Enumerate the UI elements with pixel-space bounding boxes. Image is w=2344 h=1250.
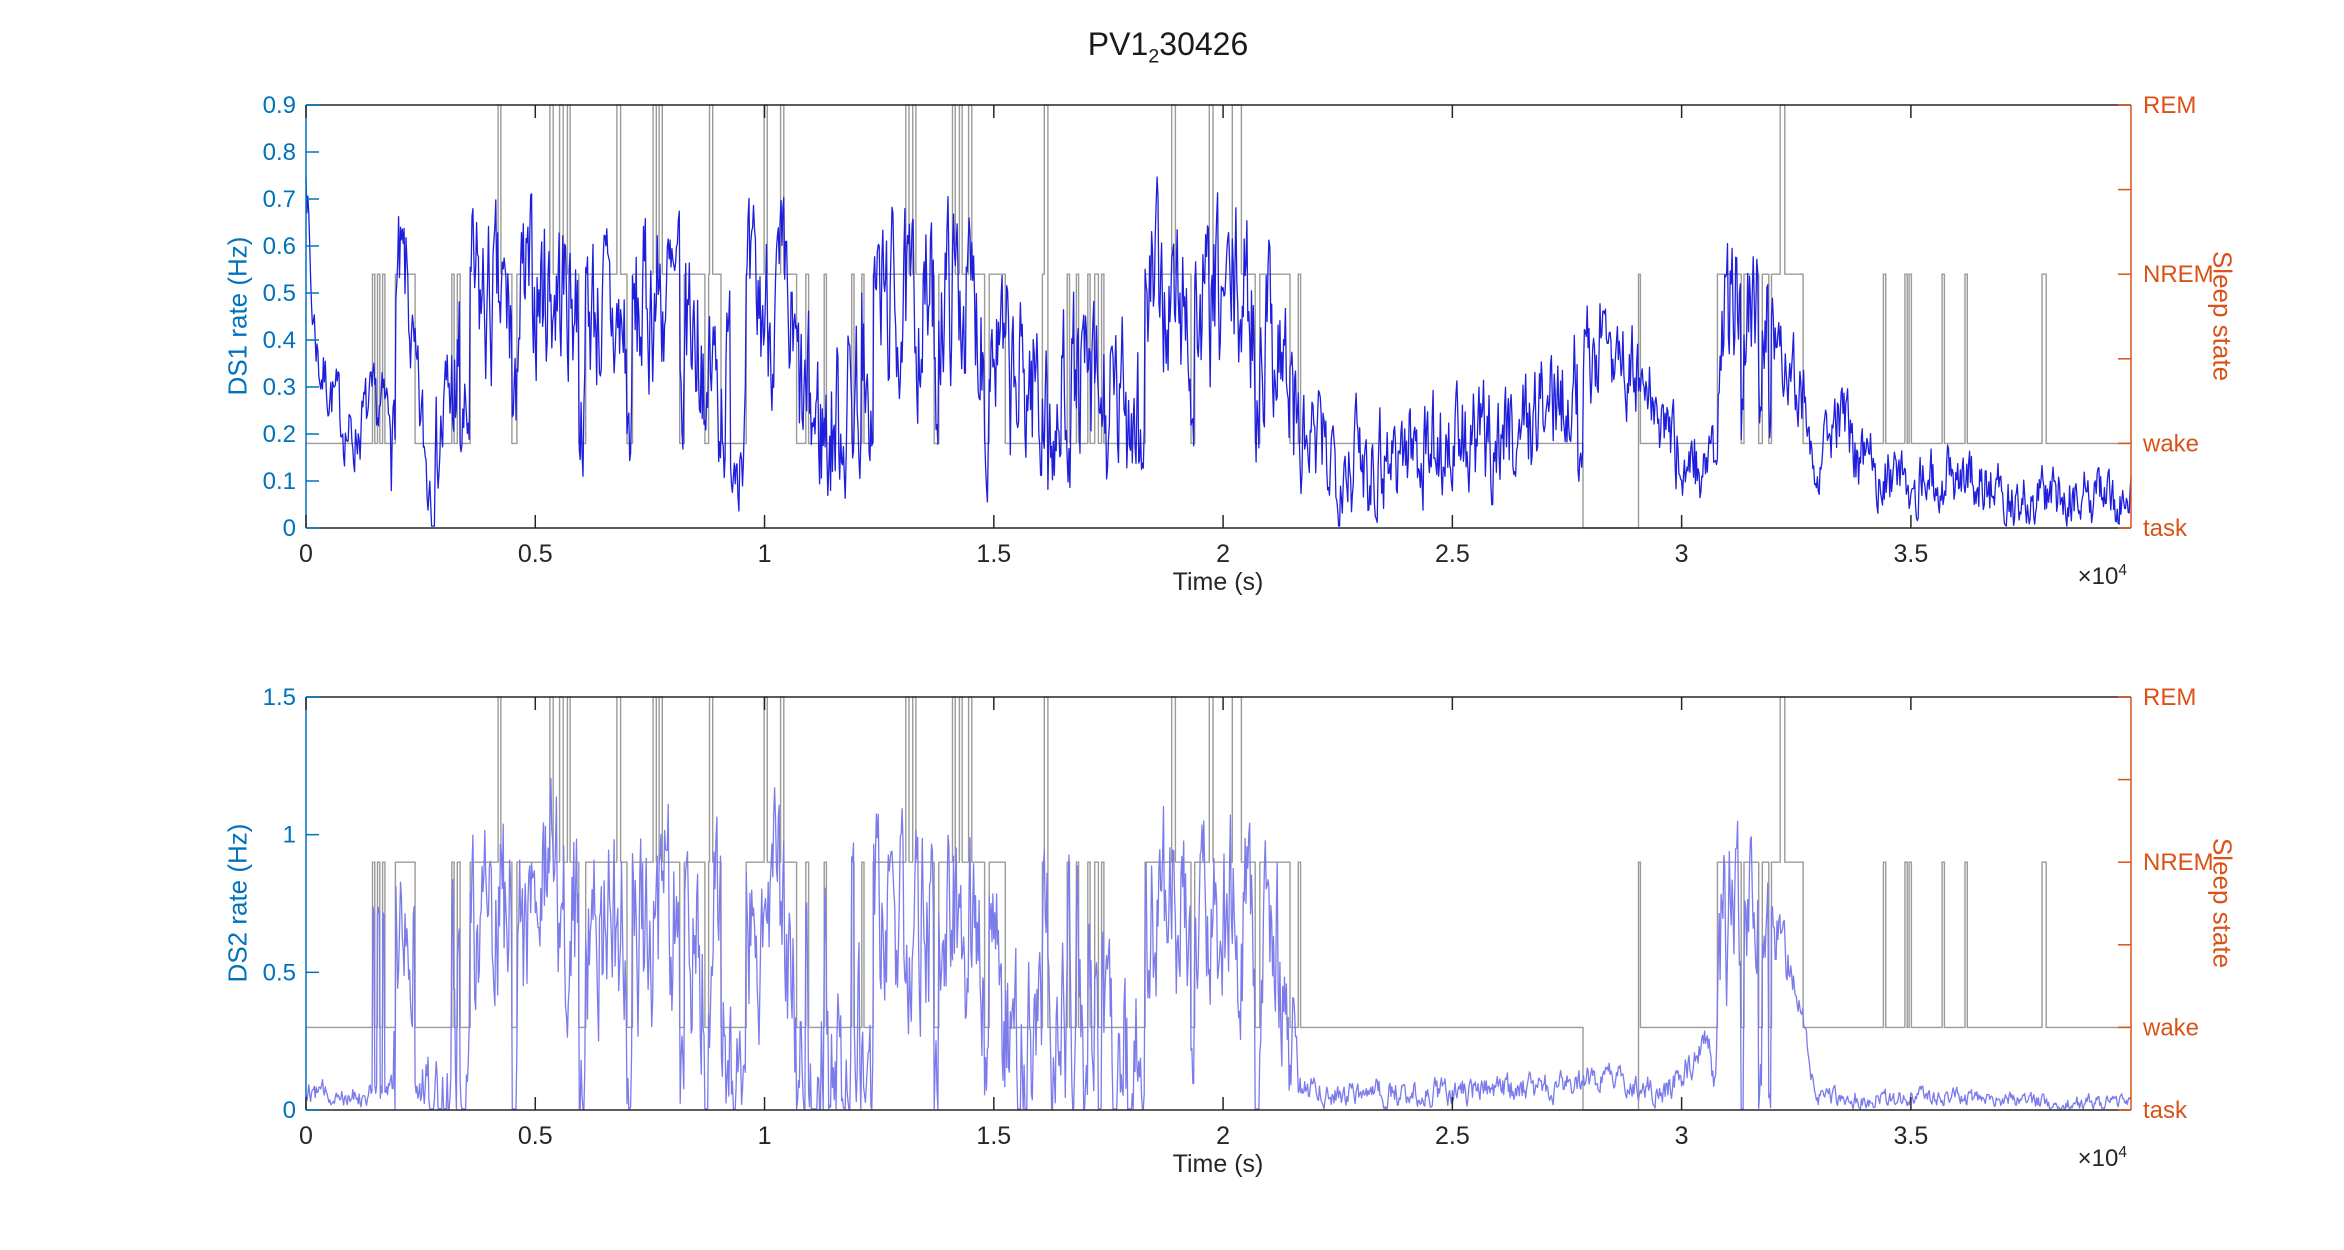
x-tick-label: 3.5	[1894, 1122, 1929, 1150]
ds1-sleep-state-axis-label: Sleep state	[2207, 250, 2238, 382]
ds1-rate-trace	[305, 176, 2132, 527]
exponent-base: ×10	[2077, 563, 2119, 590]
y-tick-label: 0.1	[263, 468, 296, 495]
x-tick-label: 0	[299, 540, 313, 568]
sleep-state-tick-label: NREM	[2143, 849, 2214, 876]
title-prefix: PV1	[1087, 26, 1149, 62]
x-tick-label: 1.5	[976, 1122, 1011, 1150]
y-tick-label: 0	[283, 515, 296, 542]
exponent-power: 4	[2118, 1144, 2127, 1161]
sleep-state-tick-label: NREM	[2143, 261, 2214, 288]
ds1-xlabel: Time (s)	[1172, 568, 1264, 596]
x-tick-label: 0	[299, 1122, 313, 1150]
x-tick-label: 2	[1216, 540, 1230, 568]
y-tick-label: 0	[283, 1097, 296, 1124]
ds2-ylabel: DS2 rate (Hz)	[222, 823, 253, 983]
exponent-base: ×10	[2077, 1145, 2119, 1172]
sleep-state-tick-label: REM	[2143, 92, 2196, 119]
ds1-ylabel: DS1 rate (Hz)	[222, 236, 253, 396]
x-tick-label: 2.5	[1435, 1122, 1470, 1150]
y-tick-label: 0.5	[263, 280, 296, 307]
x-tick-label: 0.5	[518, 540, 553, 568]
ds2-axes: 0 0.5 1 1.5 2 2.5 3 3.5 0 0.5 1 1.5 task wake NREM REM	[263, 684, 2214, 1150]
figure-title: PV1230426	[1088, 26, 1249, 68]
ds2-x-exponent: ×104	[2078, 1144, 2127, 1173]
sleep-state-tick-label: wake	[2142, 430, 2199, 457]
ds2-hypnogram-line	[306, 696, 2131, 1111]
y-tick-label: 0.9	[263, 92, 296, 119]
sleep-state-tick-label: REM	[2143, 684, 2196, 711]
ds1-plot: 0 0.5 1 1.5 2 2.5 3 3.5 0 0.1 0.2 0.3 0.4 0.5 0.6 0.7 0.…	[263, 92, 2214, 568]
ds2-xlabel: Time (s)	[1172, 1150, 1264, 1178]
y-tick-label: 1	[283, 822, 296, 849]
sleep-state-tick-label: wake	[2142, 1014, 2199, 1041]
ds1-x-exponent: ×104	[2078, 562, 2127, 591]
ds2-rate-trace	[305, 778, 2132, 1110]
y-tick-label: 0.4	[263, 327, 296, 354]
sleep-state-tick-label: task	[2143, 515, 2188, 542]
x-tick-label: 3	[1675, 1122, 1689, 1150]
x-tick-label: 3	[1675, 540, 1689, 568]
x-tick-label: 1.5	[976, 540, 1011, 568]
ds2-sleep-state-axis-label: Sleep state	[2207, 837, 2238, 969]
y-tick-label: 1.5	[263, 684, 296, 711]
y-tick-label: 0.6	[263, 233, 296, 260]
exponent-power: 4	[2118, 562, 2127, 579]
sleep-state-tick-label: task	[2143, 1097, 2188, 1124]
y-tick-label: 0.7	[263, 186, 296, 213]
ds2-plot: 0 0.5 1 1.5 2 2.5 3 3.5 0 0.5 1 1.5 task wake NREM REM	[263, 684, 2214, 1150]
x-tick-label: 1	[758, 1122, 772, 1150]
x-tick-label: 2	[1216, 1122, 1230, 1150]
x-tick-label: 3.5	[1894, 540, 1929, 568]
title-suffix: 30426	[1159, 26, 1249, 62]
y-tick-label: 0.8	[263, 139, 296, 166]
y-tick-label: 0.5	[263, 959, 296, 986]
ds1-axes: 0 0.5 1 1.5 2 2.5 3 3.5 0 0.1 0.2 0.3 0.4 0.5 0.6 0.7 0.…	[263, 92, 2214, 568]
x-tick-label: 1	[758, 540, 772, 568]
title-subscript: 2	[1148, 45, 1160, 68]
x-tick-label: 2.5	[1435, 540, 1470, 568]
y-tick-label: 0.2	[263, 421, 296, 448]
y-tick-label: 0.3	[263, 374, 296, 401]
x-tick-label: 0.5	[518, 1122, 553, 1150]
